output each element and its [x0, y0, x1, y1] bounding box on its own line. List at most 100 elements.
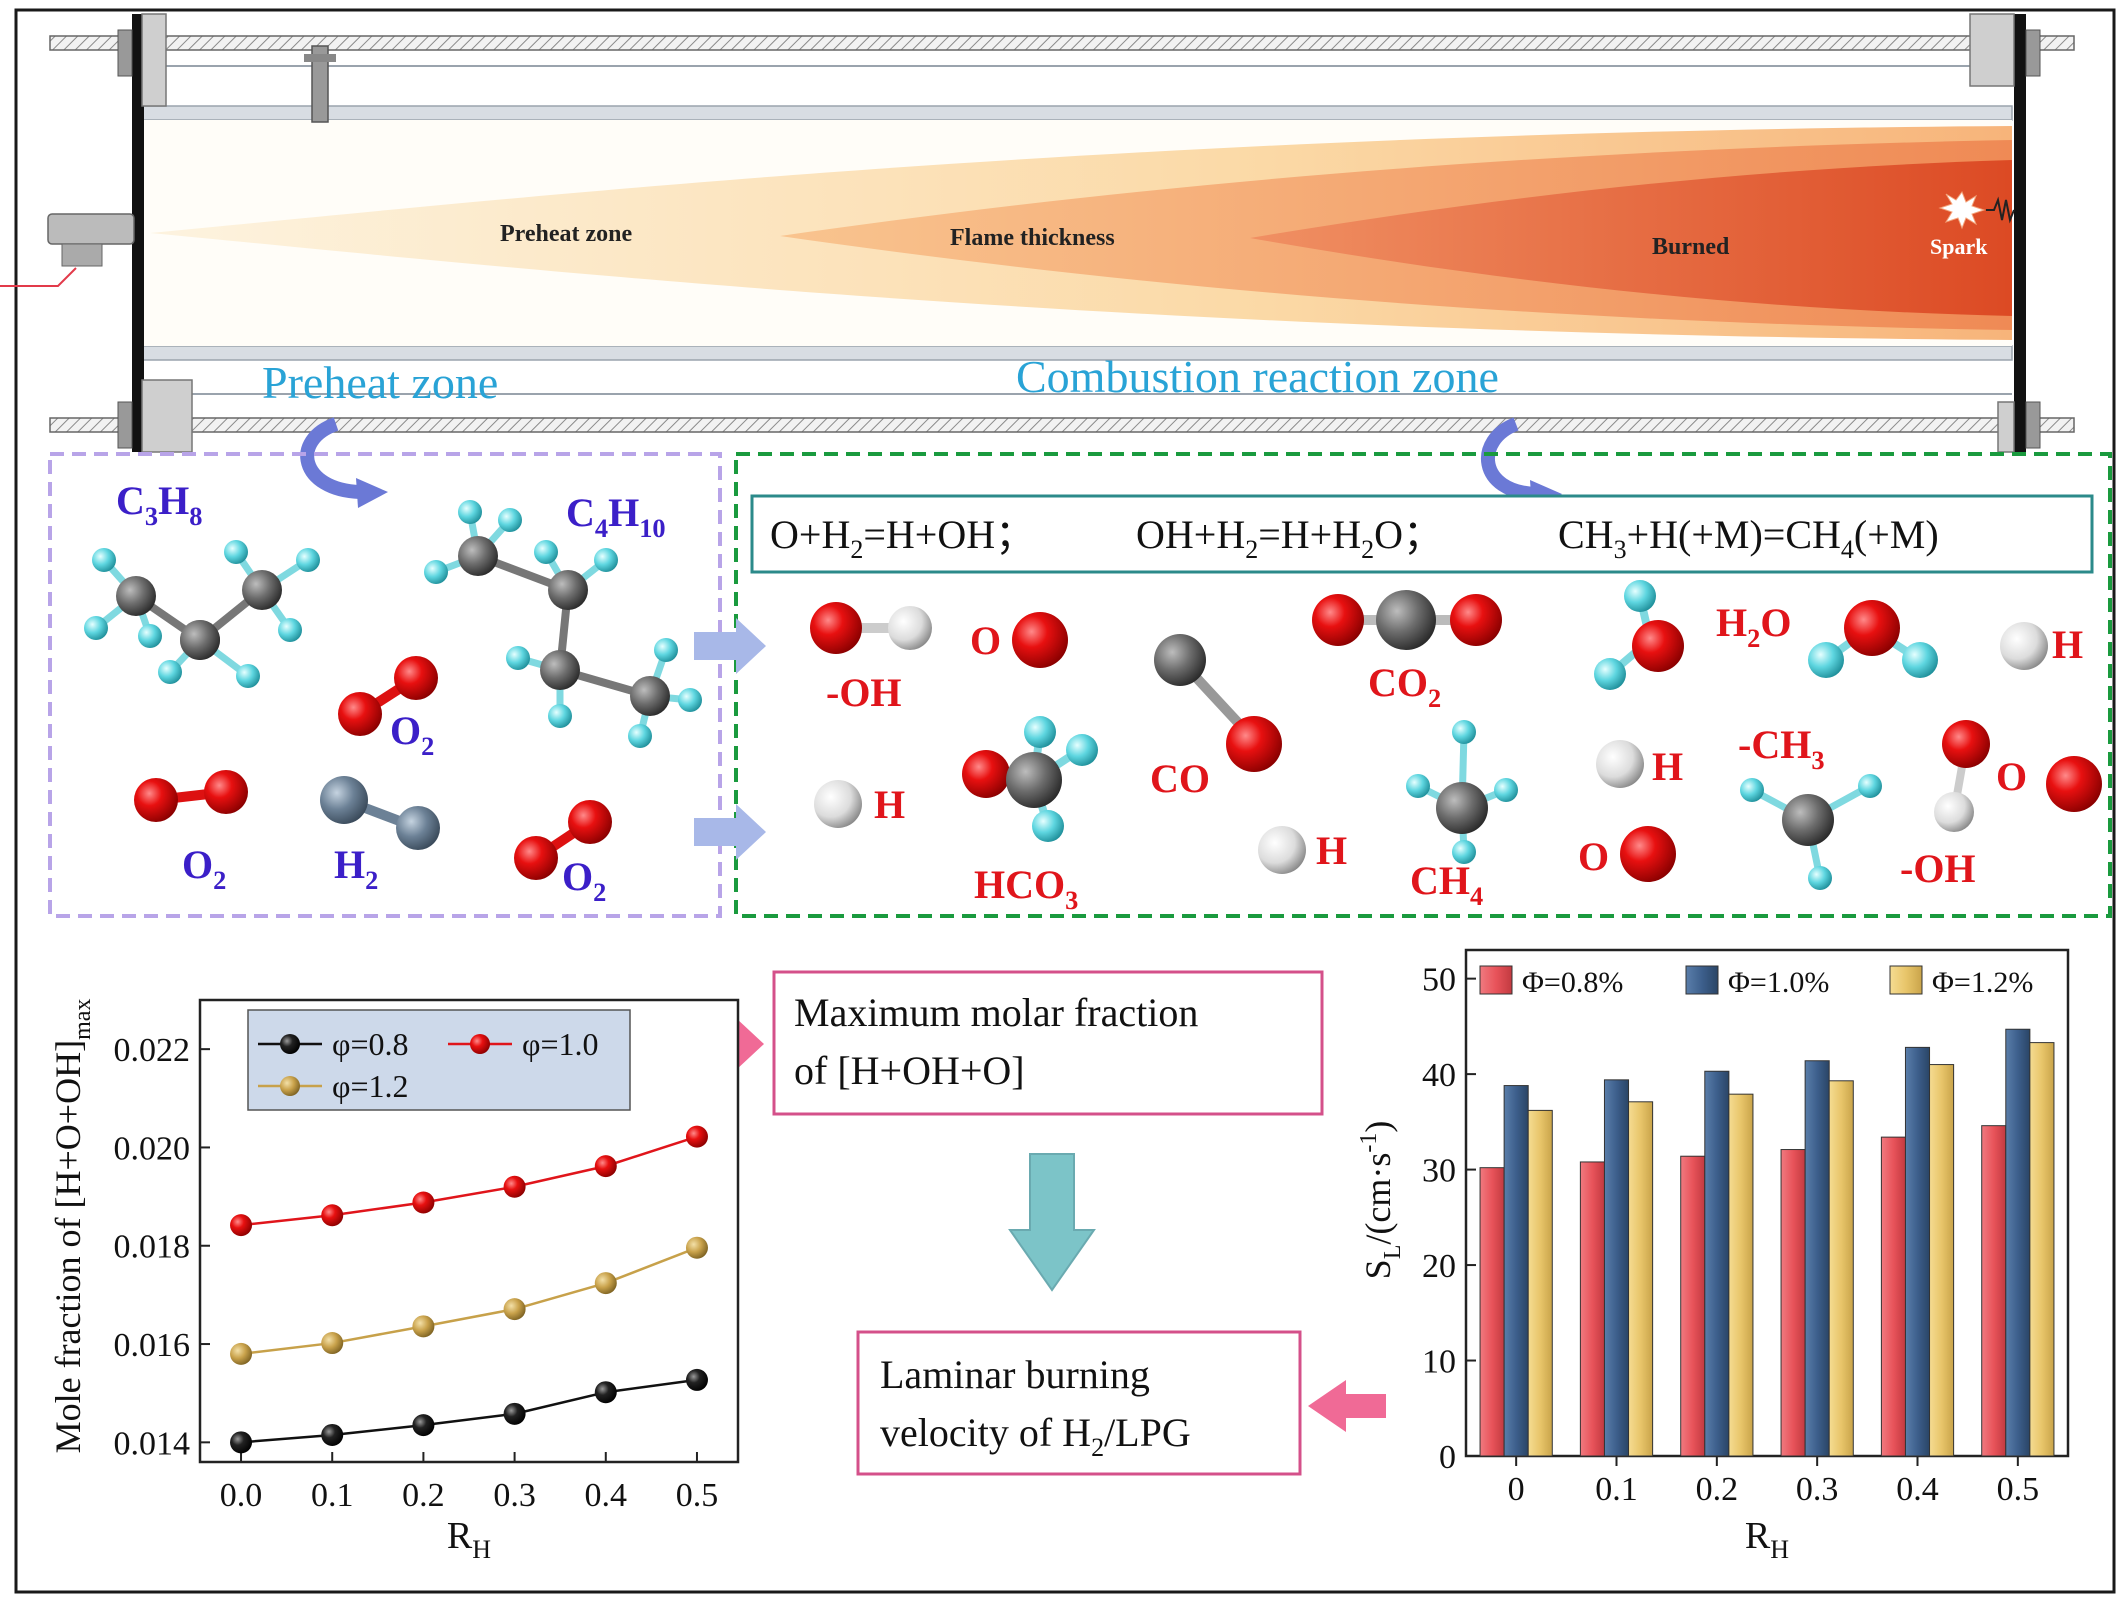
- carbon-atom-icon: [548, 570, 588, 610]
- hydrogen-atom-icon: [628, 724, 652, 748]
- carbon-atom-icon: [1782, 794, 1834, 846]
- line-y-tick-label: 0.020: [114, 1130, 191, 1167]
- carbon-atom-icon: [1154, 634, 1206, 686]
- species-label-co2: CO2: [1368, 660, 1441, 713]
- max-fraction-line-2: of [H+OH+O]: [794, 1048, 1025, 1093]
- oxygen-atom-icon: [568, 800, 612, 844]
- hydrogen-atom-icon: [138, 624, 162, 648]
- line-legend-marker: [470, 1034, 490, 1054]
- oxygen-atom-icon: [514, 836, 558, 880]
- carbon-atom-icon: [540, 650, 580, 690]
- line-point: [321, 1332, 344, 1355]
- oxygen-atom-icon: [810, 602, 862, 654]
- hydrogen-atom-icon: [654, 638, 678, 662]
- line-x-tick-label: 0.1: [311, 1477, 354, 1514]
- bar: [1728, 1093, 1754, 1457]
- line-chart: 0.0 0.1 0.2 0.3 0.4 0.5 0.014 0.016 0.018 0.020 0.…: [48, 999, 740, 1564]
- species-label-ch3: -CH3: [1738, 722, 1825, 775]
- hydrogen-atom-icon: [320, 776, 368, 824]
- right-nut-bottom: [2025, 401, 2041, 449]
- molecule-illustrations: [84, 500, 2102, 890]
- right-top-bracket: [1969, 13, 2015, 87]
- reaction-equation-1: O+H2=H+OH；: [770, 512, 1035, 564]
- hydrogen-atom-icon: [506, 646, 530, 670]
- down-arrow-icon: [1008, 1153, 1096, 1292]
- species-label-o-c: O: [1996, 754, 2027, 799]
- species-label-o2-c: O2: [562, 854, 606, 907]
- hydrogen-atom-icon: [1452, 840, 1476, 864]
- line-x-tick-label: 0.0: [220, 1477, 263, 1514]
- bar: [1804, 1060, 1830, 1457]
- bar-legend-swatch: [1685, 965, 1719, 995]
- hydrogen-atom-icon: [84, 616, 108, 640]
- right-bottom-bracket: [1997, 401, 2015, 453]
- bottom-hatched-rail: [49, 417, 2075, 433]
- line-x-tick-label: 0.2: [402, 1477, 445, 1514]
- carbon-atom-icon: [1006, 752, 1062, 808]
- hydrogen-atom-icon: [158, 660, 182, 684]
- preheat-zone-box: [48, 452, 722, 918]
- hydrogen-atom-icon: [458, 500, 482, 524]
- species-labels: C3H8 C4H10 O2 O2 H2 O2 -OH O CO2 H2O H H HCO3 CO H CH4 H…: [116, 478, 2083, 915]
- hydrogen-atom-icon: [1494, 778, 1518, 802]
- oxygen-atom-icon: [134, 778, 178, 822]
- oxygen-atom-icon: [1844, 600, 1900, 656]
- tube-label-spark: Spark: [1930, 234, 1988, 259]
- bar: [1704, 1070, 1730, 1457]
- line-point: [503, 1402, 526, 1425]
- line-series-0: [240, 1378, 698, 1444]
- right-nut-top: [2025, 29, 2041, 77]
- line-x-tick-label: 0.4: [585, 1477, 628, 1514]
- igniter-base-icon: [61, 243, 103, 267]
- bar: [1503, 1085, 1529, 1457]
- carbon-atom-icon: [630, 676, 670, 716]
- species-label-h2o: H2O: [1716, 600, 1791, 653]
- laminar-velocity-box: [856, 1330, 1302, 1476]
- reaction-equation-2: OH+H2=H+H2O；: [1136, 512, 1443, 564]
- oxygen-atom-icon: [962, 750, 1010, 798]
- bar-legend-label: Φ=1.2%: [1932, 966, 2033, 999]
- line-x-tick-label: 0.3: [493, 1477, 536, 1514]
- oxygen-atom-icon: [1226, 716, 1282, 772]
- burned-flame: [1250, 160, 2012, 316]
- species-label-butane: C4H10: [566, 490, 666, 543]
- species-label-hco3: HCO3: [974, 862, 1078, 915]
- tube-label-burned: Burned: [1652, 234, 1730, 260]
- hydrogen-atom-icon: [888, 606, 932, 650]
- hydrogen-atom-icon: [1024, 716, 1056, 748]
- bar: [1780, 1149, 1806, 1457]
- hydrogen-atom-icon: [498, 508, 522, 532]
- tube-inner-top: [141, 105, 2013, 121]
- hydrogen-atom-icon: [2000, 622, 2048, 670]
- bar-y-tick-label: 20: [1422, 1248, 1456, 1285]
- line-point: [594, 1272, 617, 1295]
- line-legend-label: φ=1.2: [332, 1068, 409, 1104]
- line-point: [230, 1431, 253, 1454]
- spark-icon: [1938, 190, 1986, 230]
- preheat-arrowhead-icon: [356, 478, 388, 508]
- reaction-equation-3: CH3+H(+M)=CH4(+M): [1558, 512, 1939, 564]
- hydrogen-atom-icon: [1032, 810, 1064, 842]
- bar: [1680, 1155, 1706, 1457]
- hydrogen-atom-icon: [1452, 720, 1476, 744]
- line-point: [685, 1368, 708, 1391]
- line-point: [685, 1236, 708, 1259]
- igniter-icon: [47, 213, 135, 245]
- carbon-atom-icon: [1436, 782, 1488, 834]
- line-point: [503, 1175, 526, 1198]
- tube-label-thickness: Flame thickness: [950, 225, 1115, 251]
- hydrogen-atom-icon: [1858, 774, 1882, 798]
- bar: [1479, 1167, 1505, 1457]
- left-bottom-bracket: [141, 379, 193, 453]
- bar: [1880, 1136, 1906, 1457]
- hydrogen-atom-icon: [1624, 580, 1656, 612]
- species-label-o-b: O: [1578, 834, 1609, 879]
- bar-y-tick-label: 10: [1422, 1344, 1456, 1381]
- transfer-arrow-lower-icon: [694, 804, 766, 860]
- hydrogen-atom-icon: [1596, 740, 1644, 788]
- species-label-ch4: CH4: [1410, 858, 1483, 911]
- line-point: [412, 1414, 435, 1437]
- bar-legend-swatch: [1479, 965, 1513, 995]
- bar: [1981, 1125, 2007, 1457]
